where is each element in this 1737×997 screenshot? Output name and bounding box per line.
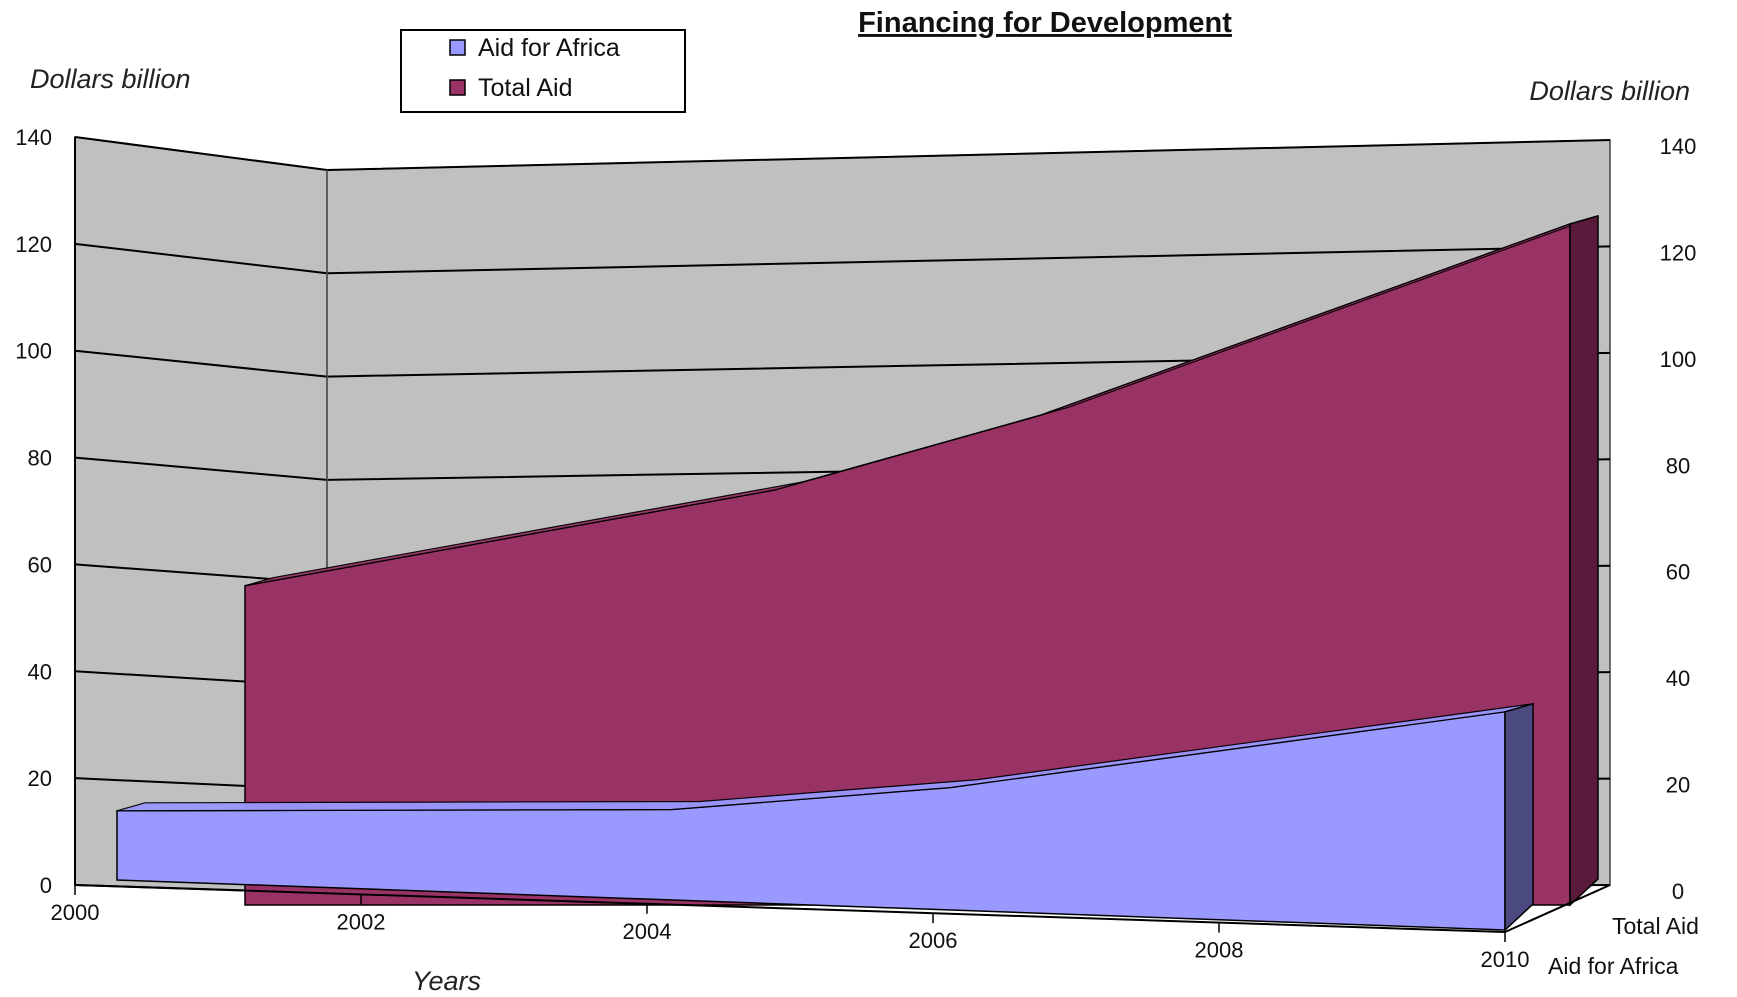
y-tick-label-left: 20 [28, 766, 52, 791]
legend: Aid for Africa Total Aid [400, 29, 686, 113]
y-axis-title-right: Dollars billion [1529, 76, 1690, 106]
y-tick-label-left: 80 [28, 446, 52, 471]
y-tick-label-right: 80 [1666, 453, 1690, 478]
y-tick-label-left: 60 [28, 552, 52, 577]
x-tick-label: 2002 [337, 909, 386, 934]
x-tick-label: 2006 [909, 928, 958, 953]
y-tick-label-right: 140 [1660, 134, 1697, 159]
y-tick-label-right: 60 [1666, 560, 1690, 585]
y-tick-label-left: 120 [15, 232, 52, 257]
legend-swatch-aid-for-africa [449, 39, 466, 56]
x-tick-label: 2000 [51, 900, 100, 925]
y-tick-label-left: 0 [40, 873, 52, 898]
y-tick-label-right: 20 [1666, 773, 1690, 798]
area-side-face [1504, 702, 1534, 932]
y-tick-label-right: 40 [1666, 666, 1690, 691]
x-axis-title: Years [412, 966, 481, 996]
y-tick-label-left: 100 [15, 339, 52, 364]
x-tick-label: 2004 [623, 919, 672, 944]
y-tick-label-left: 40 [28, 659, 52, 684]
legend-box [400, 29, 686, 113]
series-layer [74, 137, 1611, 933]
tick-labels: 0 0 20 20 40 40 60 60 80 80 100 100 120 120 140 140 2000… [15, 125, 1696, 972]
legend-swatch-total-aid [449, 79, 466, 96]
floor-right-edge [1504, 884, 1611, 933]
x-tick-label: 2010 [1481, 947, 1530, 972]
y-tick-label-right: 100 [1660, 347, 1697, 372]
legend-label-aid-for-africa: Aid for Africa [478, 34, 620, 62]
y-tick-label-right: 0 [1672, 879, 1684, 904]
x-tick-label: 2008 [1195, 938, 1244, 963]
depth-label-total-aid: Total Aid [1612, 913, 1699, 939]
y-axis-title-left: Dollars billion [30, 64, 191, 94]
area-side-face [1569, 214, 1599, 907]
y-tick-label-left: 140 [15, 125, 52, 150]
chart-title: Financing for Development [858, 7, 1232, 39]
floor-front-edge [74, 884, 1506, 933]
legend-label-total-aid: Total Aid [478, 74, 573, 102]
depth-label-aid-for-africa: Aid for Africa [1548, 953, 1679, 979]
y-tick-label-right: 120 [1660, 240, 1697, 265]
